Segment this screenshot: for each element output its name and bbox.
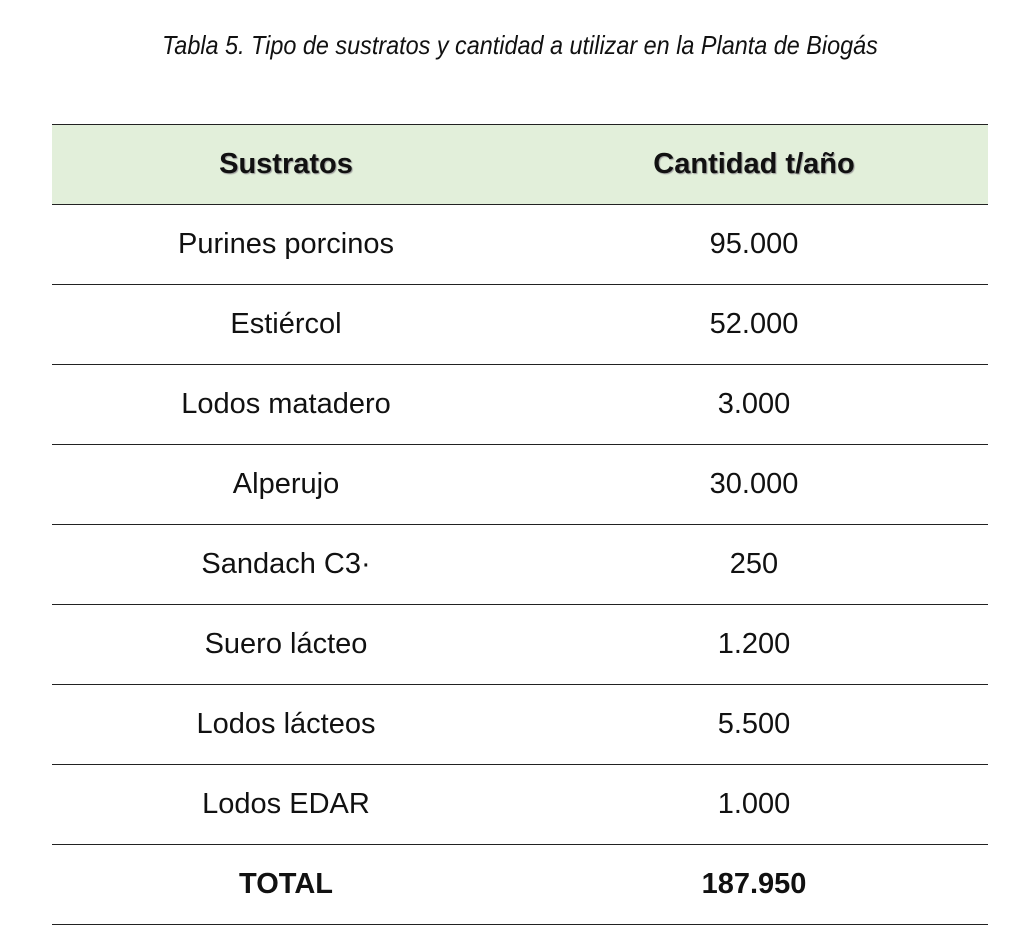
data-table: Sustratos Cantidad t/año Purines porcinos…: [52, 124, 988, 925]
table-cell: Lodos lácteos: [52, 684, 520, 765]
total-cell: 187.950: [520, 844, 988, 925]
table-row: Alperujo 30.000: [52, 444, 988, 525]
total-row: TOTAL 187.950: [52, 844, 988, 925]
table-cell: Lodos matadero: [52, 364, 520, 445]
table-cell: Suero lácteo: [52, 604, 520, 685]
table-row: Estiércol 52.000: [52, 284, 988, 365]
table-row: Lodos lácteos 5.500: [52, 684, 988, 765]
header-row: Sustratos Cantidad t/año: [52, 124, 988, 205]
table-row: Lodos EDAR 1.000: [52, 764, 988, 845]
table-title: Tabla 5. Tipo de sustratos y cantidad a …: [162, 30, 878, 60]
table-cell: 3.000: [520, 364, 988, 445]
table-cell: 250: [520, 524, 988, 605]
total-cell: TOTAL: [52, 844, 520, 925]
table-cell: Alperujo: [52, 444, 520, 525]
table-cell: Purines porcinos: [52, 204, 520, 285]
table-row: Lodos matadero 3.000: [52, 364, 988, 445]
table-row: Sandach C3· 250: [52, 524, 988, 605]
table-cell: 30.000: [520, 444, 988, 525]
table-cell: 52.000: [520, 284, 988, 365]
table-cell: Sandach C3·: [52, 524, 520, 605]
table-cell: 1.200: [520, 604, 988, 685]
table-cell: 1.000: [520, 764, 988, 845]
table-cell: 5.500: [520, 684, 988, 765]
column-header: Sustratos: [52, 124, 520, 205]
table-row: Suero lácteo 1.200: [52, 604, 988, 685]
table-cell: Lodos EDAR: [52, 764, 520, 845]
column-header: Cantidad t/año: [520, 124, 988, 205]
table-row: Purines porcinos 95.000: [52, 204, 988, 285]
table-cell: Estiércol: [52, 284, 520, 365]
table-cell: 95.000: [520, 204, 988, 285]
